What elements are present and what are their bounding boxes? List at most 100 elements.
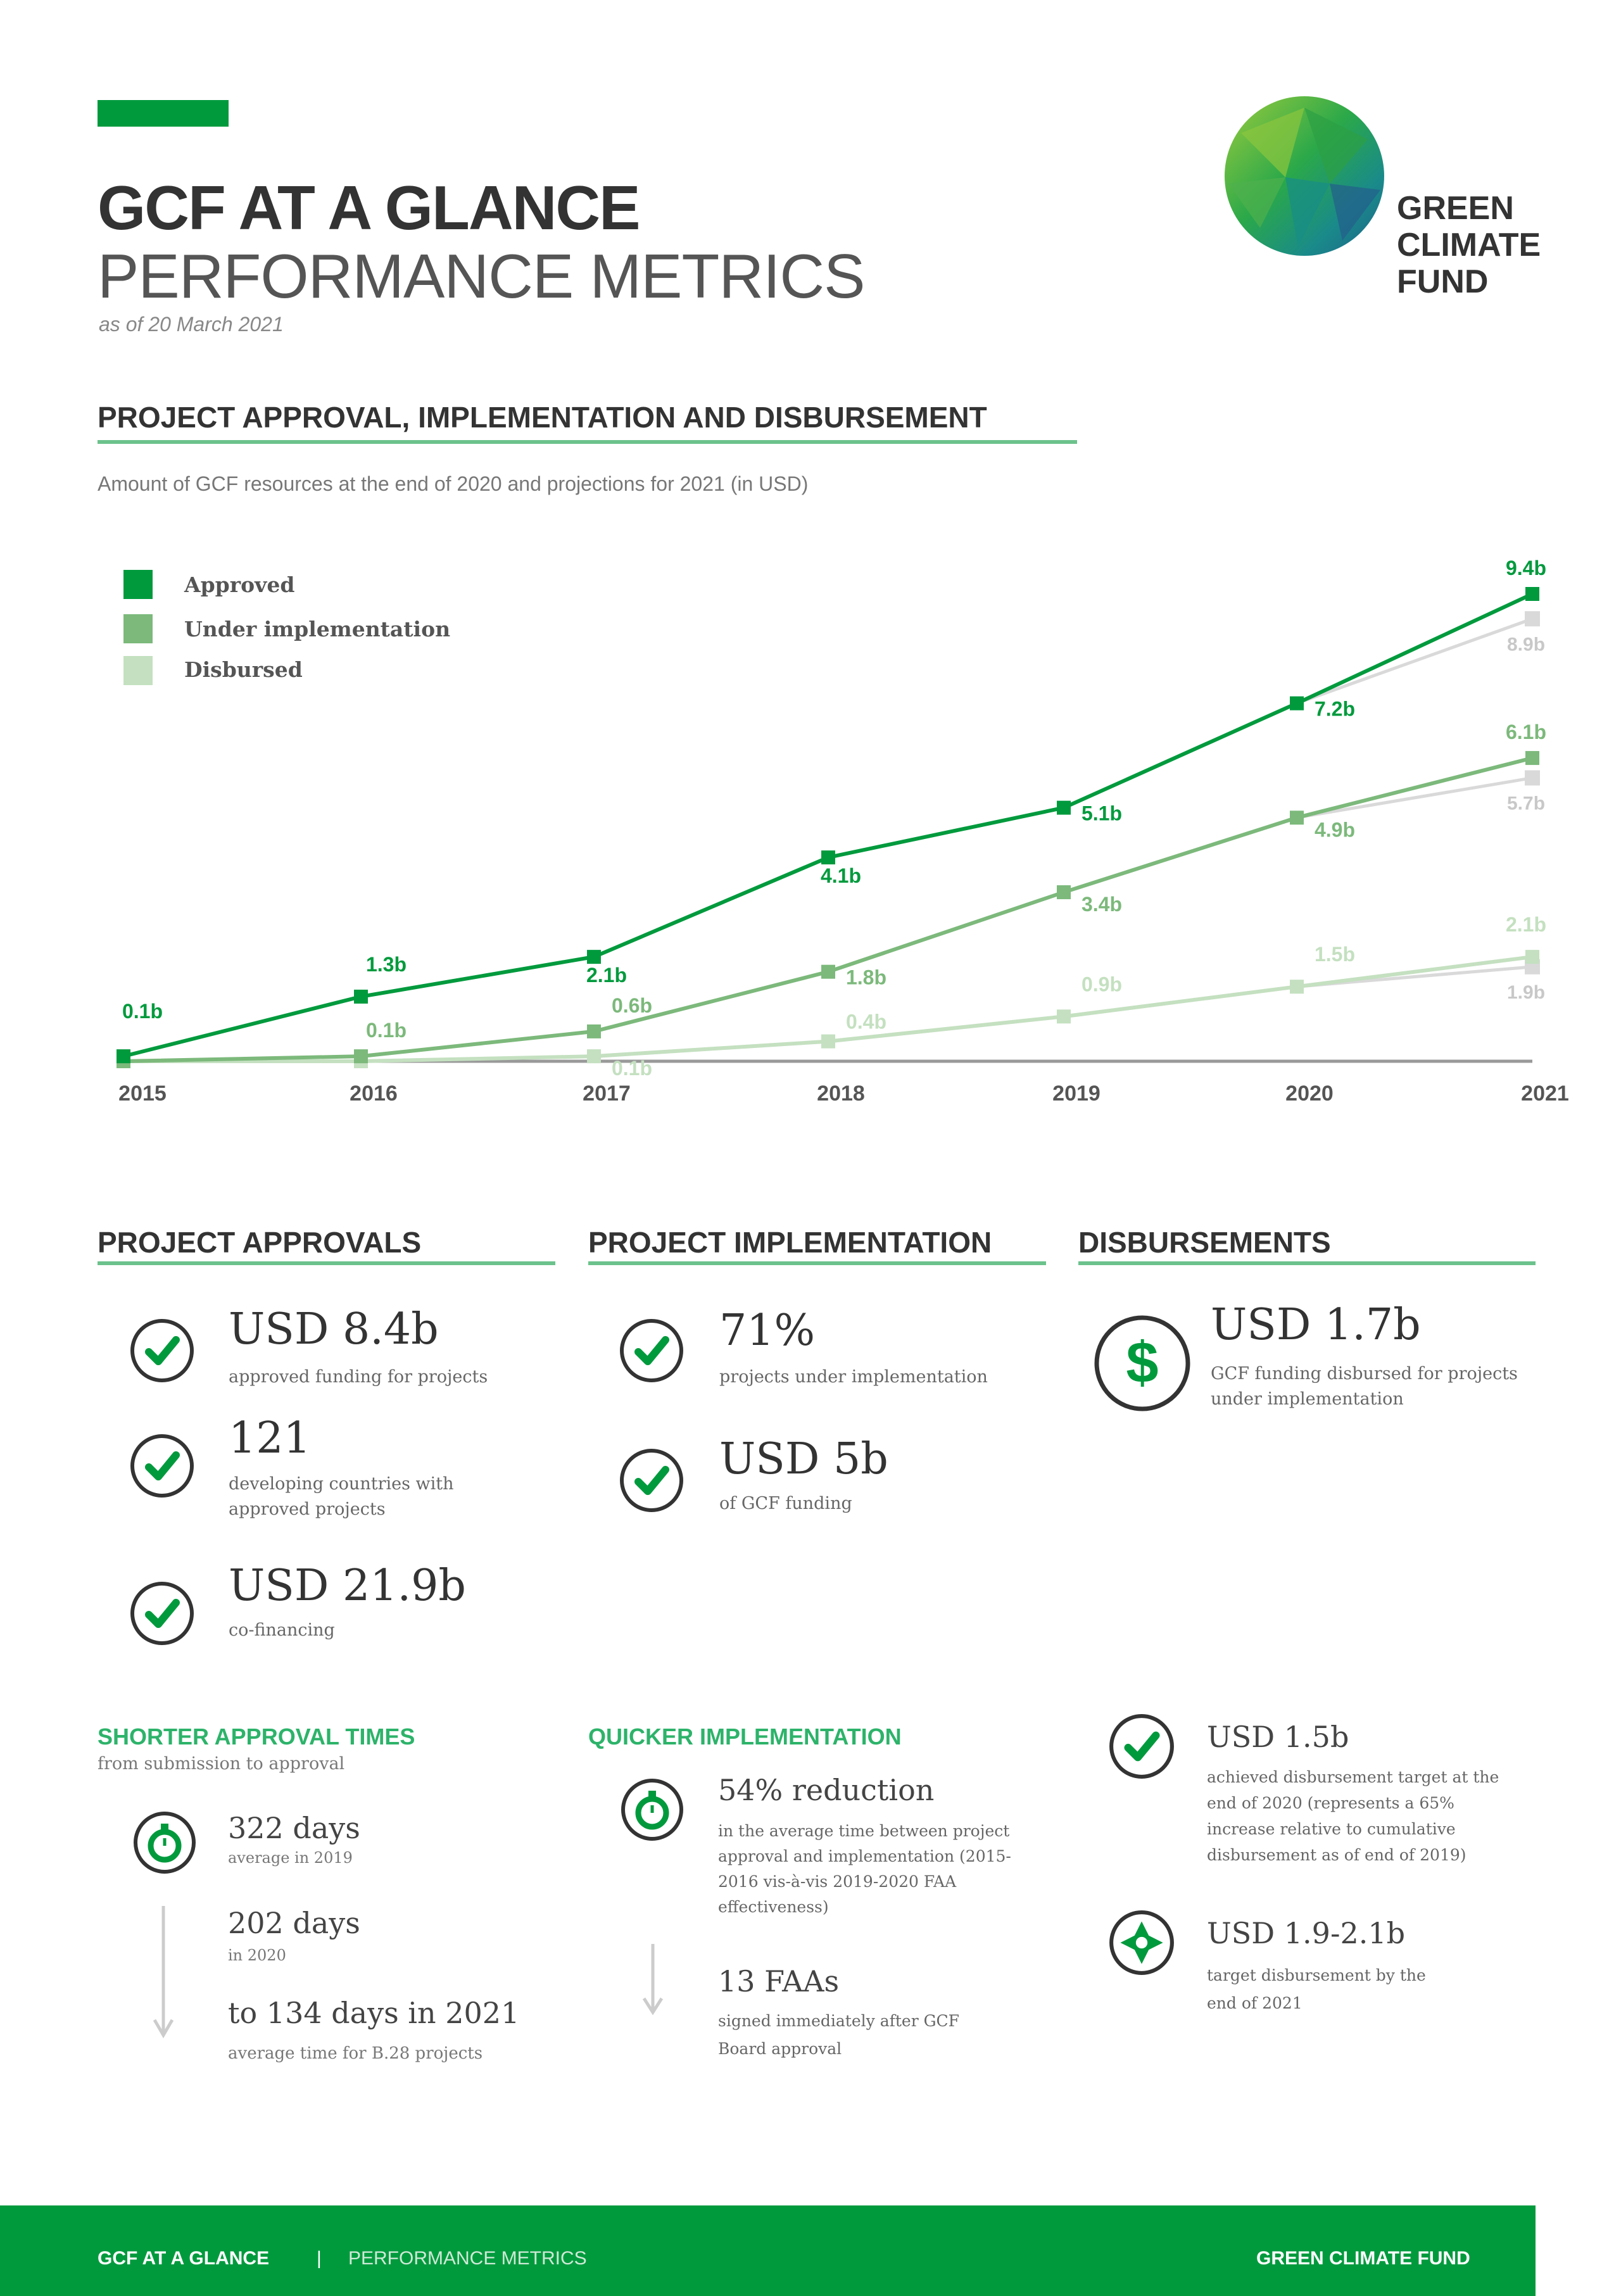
implementation-heading: PROJECT IMPLEMENTATION <box>588 1226 992 1259</box>
faas-signed: 13 FAAs <box>718 1964 840 1998</box>
check-circle-icon <box>130 1319 194 1382</box>
logo-wordmark: GREEN CLIMATE FUND <box>1397 190 1541 300</box>
accent-bar <box>98 100 229 127</box>
disbursement-achieved: USD 1.5b <box>1207 1720 1349 1754</box>
svg-text:$: $ <box>1126 1330 1158 1395</box>
data-label-0-2015: 0.1b <box>122 1000 163 1023</box>
legend-label-disbursed: Disbursed <box>184 657 303 682</box>
approvals-underline <box>98 1261 555 1265</box>
projection-label-0: 8.9b <box>1507 634 1545 655</box>
data-label-0-2016: 1.3b <box>366 953 407 976</box>
logo-word-climate: CLIMATE <box>1397 227 1541 263</box>
series-line-1 <box>123 756 1533 1063</box>
check-circle-icon <box>130 1582 194 1645</box>
stat-value: 121 <box>229 1413 311 1463</box>
disbursement-target: USD 1.9-2.1b <box>1207 1916 1406 1950</box>
data-label-0-2019: 5.1b <box>1082 802 1122 825</box>
data-label-1-2020: 4.9b <box>1315 818 1355 841</box>
chart-section-underline <box>98 440 1077 444</box>
data-label-0-2018: 4.1b <box>821 864 861 887</box>
legend-label-under-implementation: Under implementation <box>184 617 451 641</box>
check-circle-icon <box>1109 1714 1174 1779</box>
legend-label-approved: Approved <box>184 572 295 597</box>
faas-signed-desc: signed immediately after GCF Board appro… <box>718 2012 960 2058</box>
down-arrow-icon <box>153 1906 174 2038</box>
implementation-reduction: 54% reduction <box>718 1773 935 1807</box>
check-circle-icon <box>620 1449 683 1512</box>
data-label-0-2017: 2.1b <box>586 964 627 987</box>
stat-desc: approved funding for projects <box>229 1367 488 1387</box>
chart-subheading: Amount of GCF resources at the end of 20… <box>98 472 809 495</box>
footer-separator: | <box>317 2248 322 2269</box>
data-point-1-2017 <box>587 1024 601 1038</box>
data-label-2-2021: 2.1b <box>1506 913 1546 936</box>
x-tick-label-2017: 2017 <box>583 1082 631 1106</box>
data-point-0-2019 <box>1057 800 1071 815</box>
data-label-1-2021: 6.1b <box>1506 721 1546 743</box>
approval-days-2019-desc: average in 2019 <box>228 1849 353 1867</box>
stat-value: USD 5b <box>719 1434 888 1484</box>
stopwatch-icon <box>621 1779 683 1841</box>
data-point-2-2018 <box>821 1034 835 1049</box>
legend-swatch-approved <box>123 570 153 599</box>
logo-word-fund: FUND <box>1397 263 1489 300</box>
as-of-date: as of 20 March 2021 <box>99 313 284 336</box>
stat-value: USD 8.4b <box>229 1304 439 1354</box>
logo-word-green: GREEN <box>1397 190 1514 227</box>
footer-subtitle: PERFORMANCE METRICS <box>348 2248 587 2269</box>
stat-value: 71% <box>719 1306 816 1356</box>
dollar-circle-icon: $ <box>1094 1315 1190 1411</box>
data-label-0-2020: 7.2b <box>1315 698 1355 721</box>
page-title: GCF AT A GLANCE <box>98 173 641 243</box>
disbursement-target-desc: target disbursement by the end of 2021 <box>1207 1966 1426 2012</box>
data-label-1-2016: 0.1b <box>366 1019 407 1042</box>
data-point-1-2018 <box>821 964 835 979</box>
data-point-0-2017 <box>587 950 601 964</box>
projection-label-1: 5.7b <box>1507 793 1545 814</box>
data-point-2-2021 <box>1525 950 1539 964</box>
disbursements-heading: DISBURSEMENTS <box>1078 1226 1331 1259</box>
legend-swatch-under-implementation <box>123 614 153 643</box>
page-subtitle: PERFORMANCE METRICS <box>98 241 866 311</box>
footer-brand: GREEN CLIMATE FUND <box>1256 2248 1470 2269</box>
footer-title: GCF AT A GLANCE <box>98 2248 270 2269</box>
stat-value: USD 21.9b <box>229 1561 466 1611</box>
check-circle-icon <box>620 1319 683 1382</box>
data-point-1-2020 <box>1290 811 1304 825</box>
footer-band <box>0 2205 1536 2296</box>
data-point-0-2021 <box>1525 587 1539 601</box>
data-point-0-2018 <box>821 850 835 865</box>
approval-days-2020: 202 days <box>228 1906 360 1940</box>
disbursements-underline <box>1078 1261 1536 1265</box>
approvals-heading: PROJECT APPROVALS <box>98 1226 422 1259</box>
stat-desc: projects under implementation <box>719 1367 988 1387</box>
data-point-2-2020 <box>1290 980 1304 994</box>
data-point-1-2019 <box>1057 885 1071 900</box>
stat-desc: co-financing <box>229 1620 335 1640</box>
projection-line-0 <box>1296 617 1533 705</box>
projection-label-2: 1.9b <box>1507 982 1545 1003</box>
data-label-2-2020: 1.5b <box>1315 943 1355 966</box>
data-label-2-2018: 0.4b <box>846 1011 886 1033</box>
approval-days-2019: 322 days <box>228 1811 360 1845</box>
chart-section-heading: PROJECT APPROVAL, IMPLEMENTATION AND DIS… <box>98 401 987 434</box>
stat-value: USD 1.7b <box>1211 1300 1421 1350</box>
x-tick-label-2019: 2019 <box>1052 1082 1101 1106</box>
x-tick-label-2016: 2016 <box>350 1082 398 1106</box>
data-point-0-2020 <box>1290 696 1304 710</box>
stat-desc: GCF funding disbursed for projects under… <box>1211 1364 1518 1409</box>
data-label-1-2019: 3.4b <box>1082 893 1122 916</box>
approval-days-2020-desc: in 2020 <box>228 1946 286 1964</box>
data-label-1-2018: 1.8b <box>846 966 886 989</box>
stopwatch-icon <box>134 1812 196 1874</box>
implementation-reduction-desc: in the average time between project appr… <box>718 1822 1011 1916</box>
data-point-1-2021 <box>1525 751 1539 766</box>
data-point-2-2019 <box>1057 1009 1071 1024</box>
x-tick-label-2015: 2015 <box>118 1082 167 1106</box>
x-tick-label-2021: 2021 <box>1521 1082 1569 1106</box>
stat-desc: of GCF funding <box>719 1494 852 1513</box>
data-point-0-2016 <box>354 989 368 1004</box>
data-label-2-2019: 0.9b <box>1082 973 1122 995</box>
projection-marker-1 <box>1525 770 1540 786</box>
approval-times-heading: SHORTER APPROVAL TIMES <box>98 1724 415 1750</box>
